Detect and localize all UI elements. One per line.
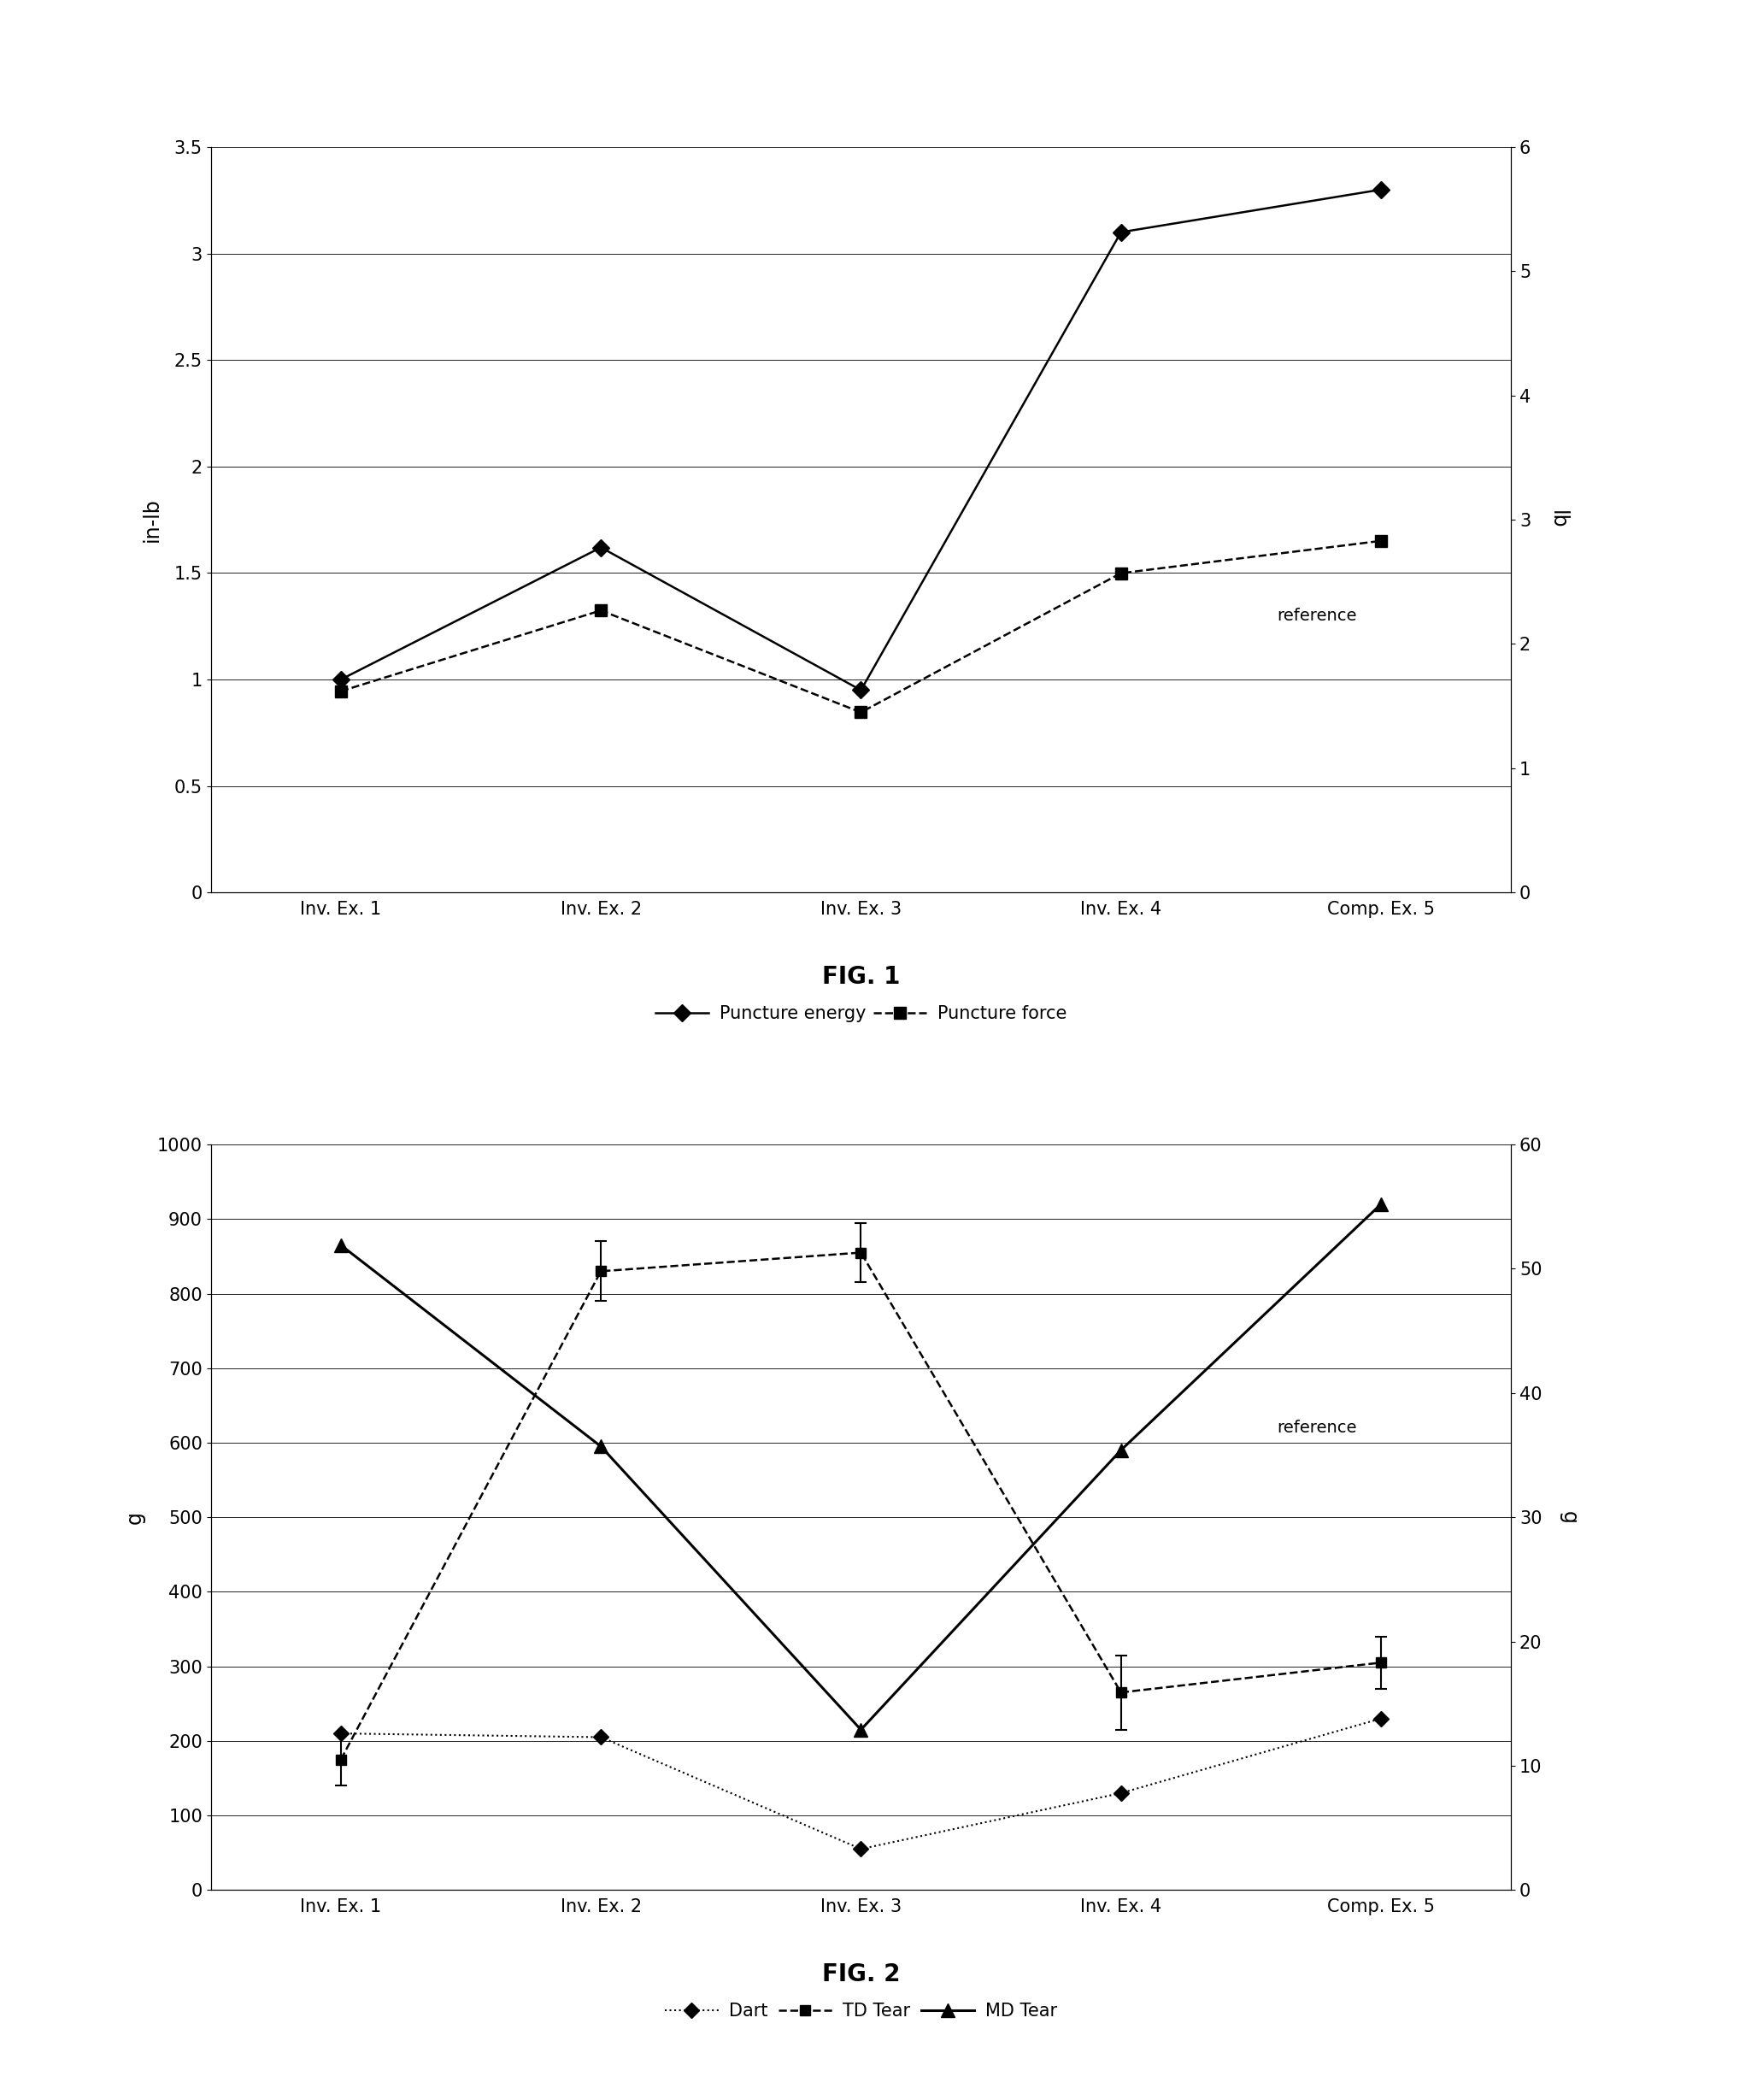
- Text: reference: reference: [1277, 1420, 1356, 1436]
- Legend: Dart, TD Tear, MD Tear: Dart, TD Tear, MD Tear: [657, 1995, 1065, 2026]
- Text: FIG. 2: FIG. 2: [822, 1961, 900, 1987]
- Y-axis label: lb: lb: [1548, 510, 1567, 529]
- Y-axis label: g: g: [125, 1510, 146, 1525]
- Y-axis label: in-lb: in-lb: [142, 498, 162, 542]
- Text: reference: reference: [1277, 607, 1356, 624]
- Legend: Puncture energy, Puncture force: Puncture energy, Puncture force: [648, 998, 1074, 1029]
- Text: FIG. 1: FIG. 1: [822, 964, 900, 989]
- Y-axis label: g: g: [1558, 1510, 1580, 1525]
